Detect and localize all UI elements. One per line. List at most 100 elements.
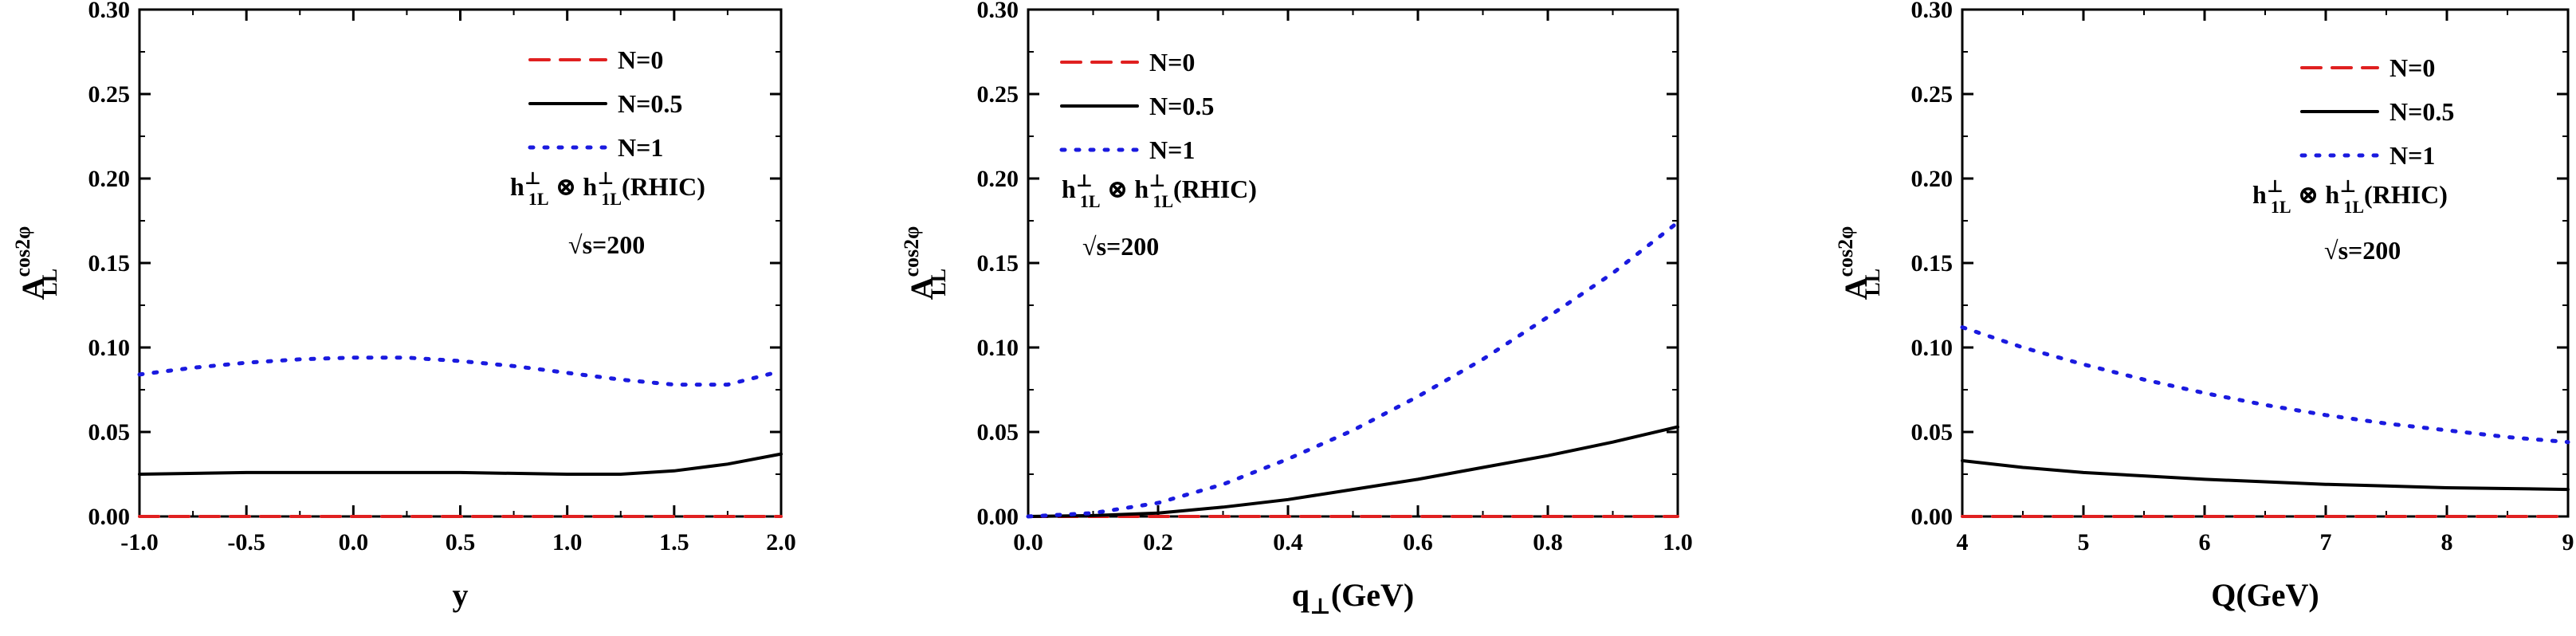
x-tick-label: 0.2: [1143, 529, 1173, 556]
annotation-tmd-label: h⊥ 1L ⊗ h⊥ 1L(RHIC): [2252, 176, 2448, 217]
y-tick-label: 0.20: [977, 166, 1019, 192]
x-tick-label: 9: [2562, 529, 2574, 556]
x-tick-label: 0.4: [1273, 529, 1303, 556]
annotation-energy: √s=200: [1082, 232, 1159, 261]
plot-frame: [1027, 8, 1679, 518]
annotation-h1: h: [1062, 175, 1076, 203]
x-axis-title-tail: (GeV): [1331, 577, 1414, 613]
annotation-tmd-label: h⊥ 1L ⊗ h⊥ 1L(RHIC): [1062, 171, 1257, 211]
x-tick-label: 6: [2199, 529, 2211, 556]
x-axis-title-sub: ⊥: [1310, 595, 1331, 619]
plot-frame: [138, 8, 783, 518]
annotation-perp2: ⊥: [1149, 171, 1165, 190]
series-line-N-0-5: [138, 452, 783, 476]
annotation-otimes: ⊗: [1101, 175, 1135, 203]
plot-frame: [1961, 8, 2570, 518]
x-axis-title-main: q: [1292, 577, 1310, 613]
legend-label: N=1: [618, 133, 663, 162]
x-tick-label: 2.0: [766, 529, 796, 556]
series-line-N-1: [1960, 325, 2570, 445]
y-tick-label: 0.20: [88, 166, 131, 192]
x-tick-label: -1.0: [120, 529, 159, 556]
chart-panel-2: 0.00 0.05 0.10 0.15 0.20 0.25 0.30 0.0 0.2 0.4 0.6…: [900, 0, 1693, 619]
x-tick-label: 1.0: [552, 529, 583, 556]
y-axis-title-main: A: [904, 277, 940, 300]
legend-label: N=0.5: [1149, 92, 1214, 120]
legend: N=0 N=0.5 N=1: [2299, 53, 2454, 170]
y-tick-label: 0.25: [88, 81, 131, 108]
x-axis-title: y: [453, 577, 469, 613]
legend-label: N=0: [1149, 48, 1195, 77]
y-tick-label: 0.15: [977, 250, 1019, 277]
series-line-N-1: [137, 355, 783, 387]
x-tick-label: 1.5: [659, 529, 689, 556]
series-line-N-0-5: [1027, 425, 1679, 518]
legend-label: N=0: [2389, 53, 2435, 82]
annotation-perp2: ⊥: [597, 168, 614, 188]
annotation-h1: h: [510, 172, 524, 201]
annotation-sub2: 1L: [601, 189, 622, 209]
x-tick-label: -0.5: [227, 529, 265, 556]
y-tick-label: 0.05: [88, 419, 131, 446]
annotation-rhic: (RHIC): [1173, 175, 1257, 203]
y-axis-title-sup: cos2φ: [900, 226, 923, 277]
annotation-sub1: 1L: [528, 189, 549, 209]
y-tick-label: 0.10: [1911, 335, 1954, 361]
y-tick-label: 0.00: [977, 504, 1019, 530]
chart-panel-3: 0.00 0.05 0.10 0.15 0.20 0.25 0.30 4 5 6 7 8 9 Q(GeV)…: [1834, 0, 2574, 613]
x-tick-label: 0.0: [1013, 529, 1043, 556]
y-tick-label: 0.10: [977, 335, 1019, 361]
chart-panel-1: 0.00 0.05 0.10 0.15 0.20 0.25 0.30 -1.0 -0.5 0.0 0…: [11, 0, 796, 613]
y-tick-label: 0.15: [88, 250, 131, 277]
annotation-rhic: (RHIC): [2364, 180, 2448, 209]
annotation-sub2: 1L: [2343, 197, 2364, 217]
x-tick-label: 4: [1957, 529, 1969, 556]
x-axis-title: Q(GeV): [2211, 577, 2319, 613]
annotation-otimes: ⊗: [549, 172, 583, 201]
annotation-perp2: ⊥: [2339, 176, 2356, 196]
series-line-N-0-5: [1961, 459, 2570, 492]
legend: N=0 N=0.5 N=1: [528, 45, 682, 162]
x-tick-label: 5: [2078, 529, 2090, 556]
x-tick-label: 0.5: [446, 529, 476, 556]
annotation-tmd-label: h⊥ 1L ⊗ h⊥ 1L(RHIC): [510, 168, 705, 209]
annotation-perp1: ⊥: [524, 168, 541, 188]
y-axis-title: Acos2φLL: [11, 226, 61, 300]
y-tick-label: 0.00: [88, 504, 131, 530]
y-axis-title-sup: cos2φ: [11, 226, 34, 277]
y-tick-label: 0.30: [977, 0, 1019, 23]
y-tick-label: 0.25: [1911, 81, 1954, 108]
y-axis-title: Acos2φLL: [1834, 226, 1884, 300]
legend-label: N=1: [2389, 141, 2435, 170]
annotation-perp1: ⊥: [1076, 171, 1093, 190]
legend-label: N=0.5: [2389, 97, 2454, 126]
y-axis-title: Acos2φLL: [900, 226, 950, 300]
legend: N=0 N=0.5 N=1: [1059, 48, 1214, 164]
annotation-sub2: 1L: [1153, 191, 1173, 211]
series-line-N-1: [1026, 220, 1680, 519]
annotation-h2: h: [2325, 180, 2339, 209]
x-tick-label: 7: [2320, 529, 2332, 556]
annotation-h2: h: [583, 172, 597, 201]
x-tick-label: 0.0: [339, 529, 369, 556]
y-axis-title-sub: LL: [1861, 269, 1884, 296]
y-tick-label: 0.30: [88, 0, 131, 23]
y-tick-label: 0.05: [1911, 419, 1954, 446]
legend-label: N=0.5: [618, 89, 682, 118]
y-axis-title-sup: cos2φ: [1834, 226, 1857, 277]
annotation-h1: h: [2252, 180, 2267, 209]
x-tick-label: 0.8: [1533, 529, 1563, 556]
y-axis-title-main: A: [15, 277, 51, 300]
y-axis-title-sub: LL: [38, 269, 61, 296]
legend-label: N=1: [1149, 135, 1195, 164]
annotation-energy: √s=200: [2324, 236, 2401, 265]
y-axis-title-main: A: [1838, 277, 1874, 300]
annotation-perp1: ⊥: [2267, 176, 2283, 196]
x-tick-label: 1.0: [1663, 529, 1693, 556]
annotation-energy: √s=200: [568, 230, 645, 259]
x-tick-label: 8: [2441, 529, 2453, 556]
annotation-sub1: 1L: [1080, 191, 1101, 211]
annotation-rhic: (RHIC): [622, 172, 705, 201]
annotation-otimes: ⊗: [2291, 180, 2326, 209]
